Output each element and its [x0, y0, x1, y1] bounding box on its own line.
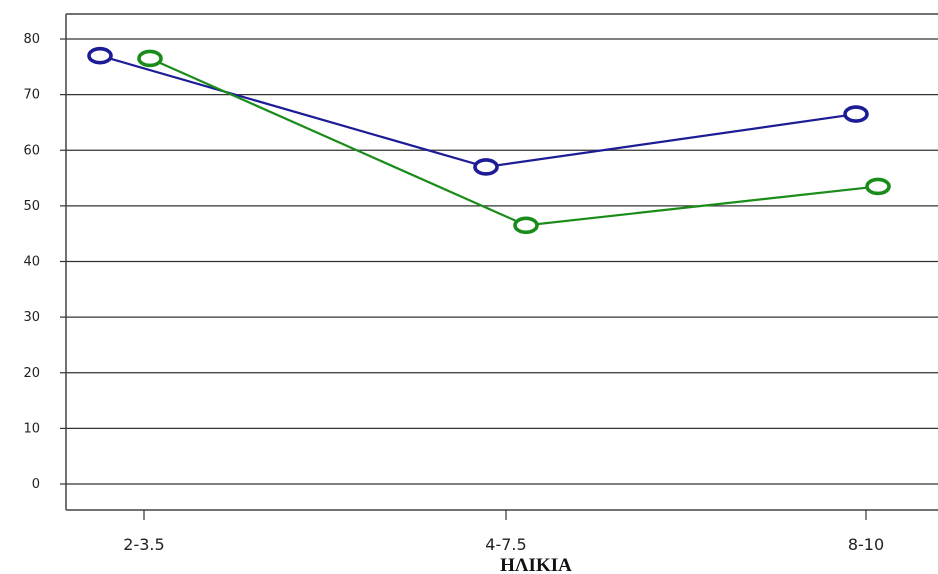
x-tick-label: 4-7.5 [485, 535, 526, 554]
series-lines [87, 46, 891, 235]
data-point-marker [473, 158, 499, 176]
y-tick-label: 80 [23, 32, 40, 47]
y-tick-label: 20 [23, 366, 40, 381]
x-tick-label: 8-10 [848, 535, 884, 554]
x-tick-labels: 2-3.5 4-7.5 8-10 [123, 510, 884, 554]
y-tick-label: 70 [23, 88, 40, 103]
data-point-marker [513, 216, 539, 235]
data-point-marker [87, 46, 113, 65]
y-tick-label: 0 [32, 477, 40, 492]
y-tick-label: 10 [23, 421, 40, 436]
data-point-marker [843, 105, 869, 123]
gridlines [66, 38, 938, 485]
x-tick-label: 2-3.5 [123, 535, 164, 554]
y-tick-labels: 0 10 20 30 40 50 60 70 80 [23, 32, 66, 492]
data-point-marker [865, 177, 891, 196]
y-tick-label: 40 [23, 255, 40, 270]
y-tick-label: 60 [23, 143, 40, 158]
x-axis-label: ΗΛΙΚΙΑ [500, 555, 572, 574]
y-tick-label: 30 [23, 310, 40, 325]
series-line [149, 57, 879, 227]
y-tick-label: 50 [23, 199, 40, 214]
data-point-marker [137, 49, 163, 68]
